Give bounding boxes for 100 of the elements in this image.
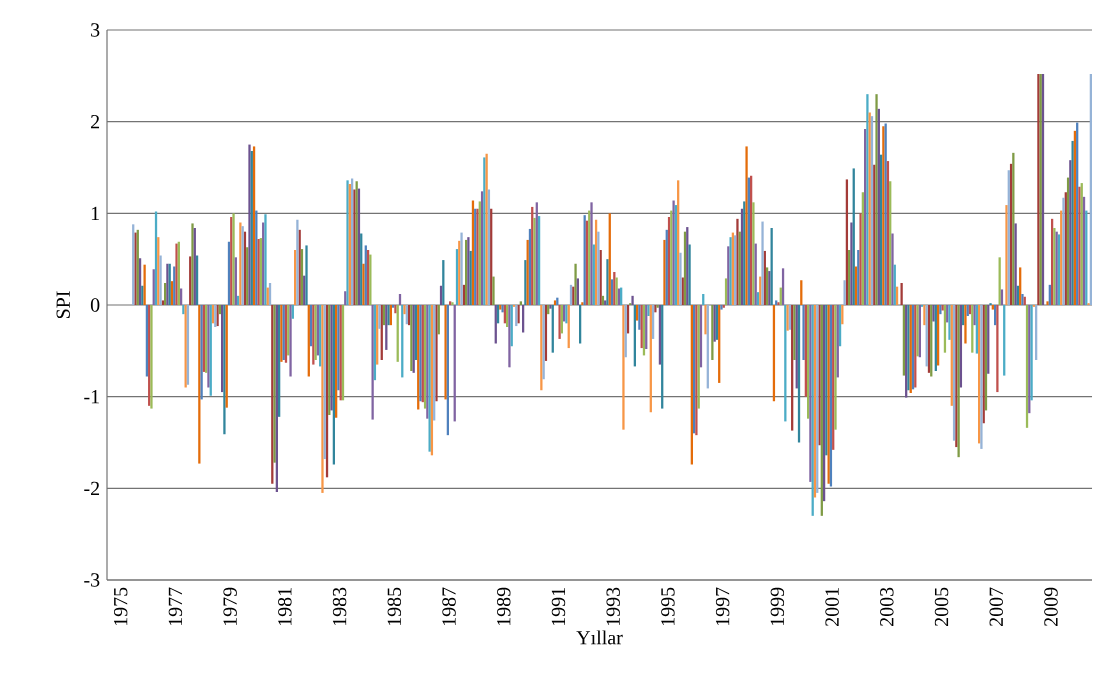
- bar: [558, 305, 561, 339]
- bar: [346, 180, 349, 305]
- bar: [371, 305, 374, 420]
- bar: [834, 305, 837, 430]
- bar: [923, 305, 926, 326]
- bar: [663, 239, 666, 305]
- bar: [590, 202, 593, 305]
- bar: [305, 245, 308, 305]
- bar: [337, 305, 340, 391]
- bar: [483, 157, 486, 305]
- y-tick-label: -1: [84, 390, 99, 404]
- bar: [688, 244, 691, 305]
- bar: [866, 94, 869, 305]
- bar: [1071, 140, 1074, 305]
- x-tick-label: 1999: [770, 587, 785, 626]
- bar: [1046, 301, 1049, 305]
- bar: [378, 305, 381, 329]
- x-tick-label: 2007: [989, 587, 1003, 626]
- x-tick-label: 1985: [387, 587, 402, 626]
- bar: [809, 305, 812, 482]
- bar: [980, 305, 983, 449]
- bar: [392, 305, 395, 308]
- bar: [941, 305, 944, 311]
- bar: [745, 146, 748, 305]
- y-tick-label: -2: [84, 481, 100, 495]
- bar: [647, 305, 650, 316]
- bar: [524, 260, 527, 305]
- bar: [818, 305, 821, 446]
- bar: [232, 213, 235, 305]
- y-axis-title: SPI: [56, 291, 70, 319]
- bar: [207, 305, 210, 388]
- y-tick-label: 2: [91, 115, 100, 129]
- bar: [656, 305, 659, 308]
- bar: [519, 301, 522, 305]
- bar: [143, 264, 146, 305]
- bar: [200, 305, 203, 400]
- bar: [711, 305, 714, 360]
- bar: [679, 252, 682, 305]
- bar: [606, 259, 609, 305]
- bar: [900, 283, 903, 305]
- bar: [991, 305, 994, 310]
- bar: [957, 305, 960, 458]
- bar: [1014, 223, 1017, 305]
- bar: [768, 271, 771, 305]
- bar: [444, 305, 447, 400]
- bar: [296, 219, 299, 305]
- bar: [492, 276, 495, 305]
- x-tick-label: 1995: [661, 587, 675, 626]
- y-tick-label: 0: [90, 298, 100, 312]
- bar: [850, 222, 853, 305]
- x-tick-label: 1983: [332, 587, 347, 626]
- x-tick-label: 1981: [278, 588, 292, 626]
- bar: [615, 277, 618, 305]
- bar: [264, 214, 267, 305]
- bar: [460, 232, 463, 305]
- bar: [752, 202, 755, 305]
- bar: [631, 295, 634, 305]
- bar: [508, 305, 511, 368]
- bar: [344, 291, 347, 305]
- bar: [843, 280, 846, 305]
- bar: [435, 305, 438, 402]
- y-tick-label: -3: [84, 573, 100, 587]
- bar: [394, 305, 397, 314]
- bar: [291, 305, 294, 319]
- bar: [549, 305, 552, 309]
- bar: [223, 305, 226, 435]
- bar: [964, 305, 967, 344]
- bar: [403, 305, 406, 315]
- bar: [654, 305, 657, 313]
- bar: [859, 213, 862, 305]
- bar: [159, 255, 162, 305]
- x-tick-label: 2003: [880, 587, 894, 626]
- y-tick-label: 1: [91, 206, 99, 220]
- x-tick-label: 1989: [497, 587, 511, 626]
- bar: [761, 221, 764, 305]
- bar: [1005, 205, 1008, 305]
- x-tick-label: 1987: [442, 587, 456, 626]
- bar: [540, 305, 543, 391]
- x-tick-label: 1993: [606, 587, 620, 626]
- bar: [704, 305, 707, 335]
- bar: [533, 217, 536, 305]
- bar: [932, 305, 935, 322]
- bar: [638, 305, 641, 330]
- bar: [672, 200, 675, 305]
- bar: [729, 237, 732, 305]
- bar: [273, 305, 276, 463]
- bar: [939, 305, 942, 315]
- bar: [622, 305, 625, 430]
- bar: [161, 300, 164, 305]
- bar: [182, 305, 185, 315]
- x-tick-label: 2001: [825, 588, 839, 626]
- bar: [1062, 197, 1065, 305]
- bar: [597, 231, 600, 305]
- x-tick-label: 1979: [223, 587, 237, 626]
- bar: [756, 292, 760, 305]
- bar: [428, 305, 431, 452]
- bar: [248, 144, 251, 305]
- bar: [996, 305, 999, 393]
- bar: [891, 233, 894, 305]
- bar: [321, 305, 324, 493]
